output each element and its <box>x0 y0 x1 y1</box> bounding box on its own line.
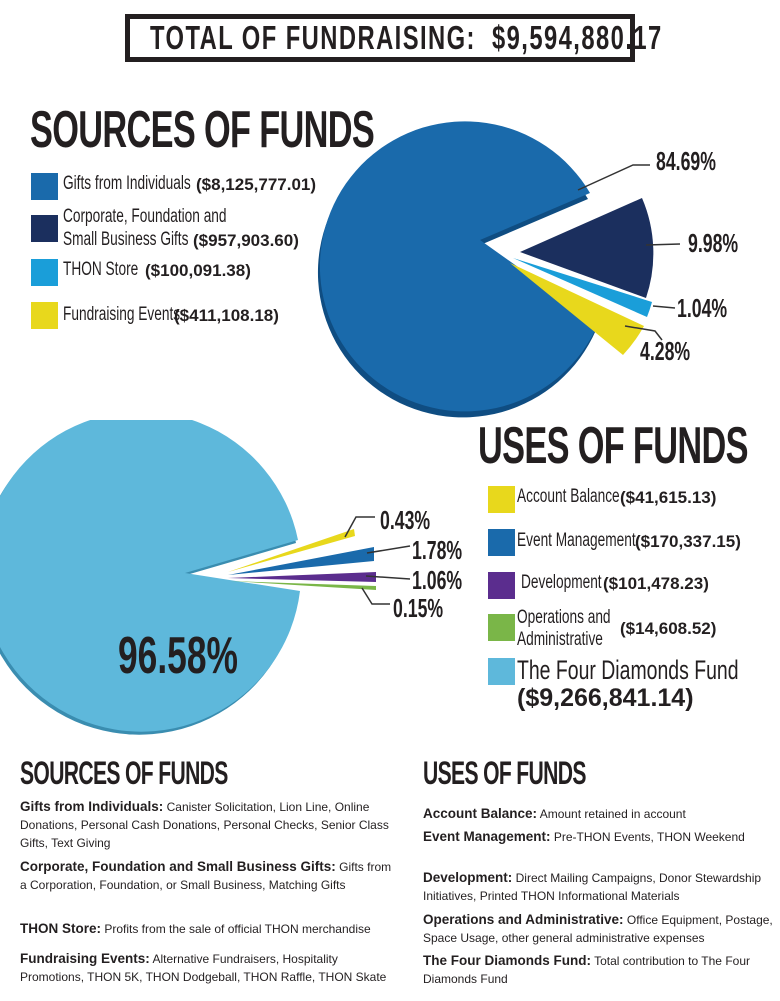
pct-label-store: 1.04% <box>677 293 728 323</box>
desc-text: Profits from the sale of official THON m… <box>104 922 371 936</box>
desc-term: The Four Diamonds Fund: <box>423 953 591 968</box>
legend-label-four-diamonds: The Four Diamonds Fund <box>517 655 739 685</box>
pct-label-event-management: 1.78% <box>412 535 463 565</box>
desc-development: Development: Direct Mailing Campaigns, D… <box>423 869 773 905</box>
desc-term: Fundraising Events: <box>20 951 150 966</box>
legend-label-development: Development <box>521 572 602 593</box>
desc-text: Pre-THON Events, THON Weekend <box>553 830 745 844</box>
legend-swatch-store <box>31 259 58 286</box>
legend-label-store: THON Store <box>63 259 139 280</box>
desc-term: Gifts from Individuals: <box>20 799 164 814</box>
desc-term: Account Balance: <box>423 806 538 821</box>
desc-event-management: Event Management: Pre-THON Events, THON … <box>423 828 753 846</box>
pct-label-individuals: 84.69% <box>656 146 716 176</box>
pct-label-operations: 0.15% <box>393 593 444 623</box>
desc-term: Operations and Administrative: <box>423 912 624 927</box>
legend-swatch-events <box>31 302 58 329</box>
legend-amount-development: ($101,478.23) <box>603 574 709 593</box>
total-label: TOTAL OF FUNDRAISING: <box>150 19 476 56</box>
desc-uses-title: USES OF FUNDS <box>423 755 586 791</box>
legend-amount-store: ($100,091.38) <box>145 261 251 280</box>
legend-amount-operations: ($14,608.52) <box>620 619 717 638</box>
total-value: $9,594,880.17 <box>492 19 663 56</box>
legend-amount-individuals: ($8,125,777.01) <box>196 175 317 194</box>
legend-swatch-event-management <box>488 529 515 556</box>
pct-label-development: 1.06% <box>412 565 463 595</box>
legend-label-corporate: Small Business Gifts <box>63 229 189 250</box>
pct-label-four-diamonds: 96.58% <box>118 627 238 685</box>
legend-amount-corporate: ($957,903.60) <box>193 231 299 250</box>
sources-pie-chart <box>317 121 681 418</box>
desc-term: THON Store: <box>20 921 101 936</box>
legend-label-events: Fundraising Events <box>63 304 181 325</box>
desc-individuals: Gifts from Individuals: Canister Solicit… <box>20 798 400 852</box>
desc-account-balance: Account Balance: Amount retained in acco… <box>423 805 773 823</box>
legend-swatch-operations <box>488 614 515 641</box>
total-fundraising: TOTAL OF FUNDRAISING: $9,594,880.17 <box>150 19 663 57</box>
legend-label-individuals: Gifts from Individuals <box>63 173 191 194</box>
legend-swatch-corporate <box>31 215 58 242</box>
legend-label-event-management: Event Management <box>517 530 636 551</box>
desc-store: THON Store: Profits from the sale of off… <box>20 920 410 938</box>
uses-pie-chart <box>0 420 411 735</box>
desc-text: Canister Solicitation, Lion Line, Online… <box>20 800 389 850</box>
desc-sources-title: SOURCES OF FUNDS <box>20 755 228 791</box>
desc-corporate: Corporate, Foundation and Small Business… <box>20 858 400 894</box>
legend-label-operations: Administrative <box>517 629 603 650</box>
desc-text: Total contribution to The Four Diamonds … <box>423 954 750 986</box>
total-box <box>125 14 635 62</box>
legend-label-account-balance: Account Balance <box>517 486 620 507</box>
uses-title: USES OF FUNDS <box>478 417 748 475</box>
desc-term: Event Management: <box>423 829 551 844</box>
desc-operations: Operations and Administrative: Office Eq… <box>423 911 773 947</box>
desc-term: Corporate, Foundation and Small Business… <box>20 859 336 874</box>
desc-events: Fundraising Events: Alternative Fundrais… <box>20 950 405 986</box>
desc-text: Direct Mailing Campaigns, Donor Stewards… <box>423 871 762 903</box>
desc-text: Gifts from a Corporation, Foundation, or… <box>20 860 392 892</box>
legend-swatch-four-diamonds <box>488 658 515 685</box>
desc-term: Development: <box>423 870 513 885</box>
legend-swatch-account-balance <box>488 486 515 513</box>
legend-amount-account-balance: ($41,615.13) <box>620 488 717 507</box>
desc-text: Office Equipment, Postage, Space Usage, … <box>423 913 773 945</box>
legend-swatch-development <box>488 572 515 599</box>
legend-swatch-individuals <box>31 173 58 200</box>
legend-amount-event-management: ($170,337.15) <box>635 532 741 551</box>
desc-text: Amount retained in account <box>539 807 686 821</box>
legend-label-corporate-line1: Corporate, Foundation and <box>63 206 227 227</box>
legend-label-operations-line1: Operations and <box>517 607 611 628</box>
legend-amount-events: ($411,108.18) <box>174 306 279 325</box>
pct-label-account-balance: 0.43% <box>380 505 431 535</box>
pct-label-events: 4.28% <box>640 336 691 366</box>
sources-title: SOURCES OF FUNDS <box>30 101 375 159</box>
pct-label-corporate: 9.98% <box>688 228 739 258</box>
legend-amount-four-diamonds: ($9,266,841.14) <box>517 684 694 712</box>
desc-text: Alternative Fundraisers, Hospitality Pro… <box>20 952 387 984</box>
desc-four-diamonds: The Four Diamonds Fund: Total contributi… <box>423 952 773 988</box>
